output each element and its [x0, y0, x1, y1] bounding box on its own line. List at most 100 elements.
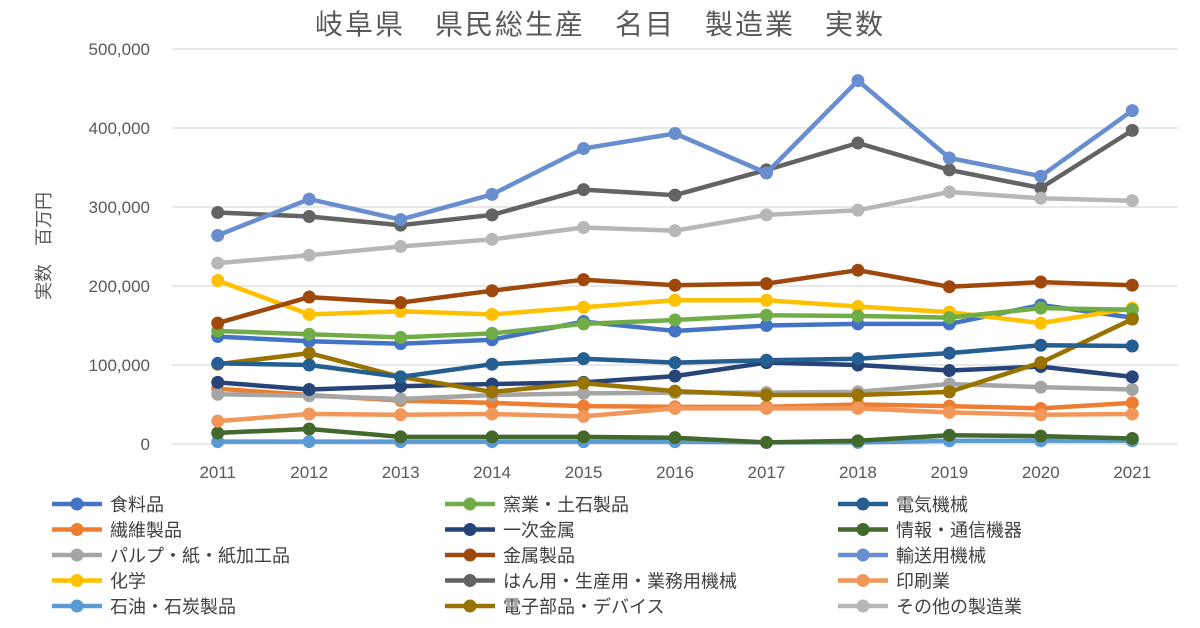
- data-point: [302, 290, 316, 304]
- legend-item: 電気機械: [838, 495, 968, 516]
- data-point: [942, 151, 956, 165]
- legend-item: 繊維製品: [52, 521, 182, 542]
- data-point: [759, 308, 773, 322]
- data-point: [942, 311, 956, 325]
- data-point: [851, 401, 865, 415]
- data-point: [394, 240, 408, 253]
- x-tick-label: 2021: [1113, 463, 1151, 482]
- legend-swatch-marker: [856, 574, 870, 587]
- data-point: [668, 356, 682, 370]
- data-point: [485, 357, 499, 371]
- data-point: [1125, 339, 1139, 353]
- legend-item: 印刷業: [838, 572, 950, 593]
- legend-label: 石油・石炭製品: [110, 597, 236, 618]
- data-point: [302, 346, 316, 360]
- data-point: [942, 185, 956, 199]
- data-point: [211, 206, 225, 220]
- data-point: [394, 379, 408, 393]
- data-point: [211, 273, 225, 287]
- legend-item: その他の製造業: [838, 597, 1022, 618]
- data-point: [302, 358, 316, 372]
- data-point: [1125, 312, 1139, 326]
- data-point: [851, 203, 865, 217]
- data-point: [851, 309, 865, 323]
- y-axis-label: 実数 百万円: [34, 192, 55, 300]
- legend-swatch-marker: [70, 548, 84, 562]
- data-point: [1034, 169, 1048, 183]
- legend-label: 食料品: [110, 495, 164, 516]
- data-point: [759, 319, 773, 332]
- data-point: [485, 326, 499, 340]
- legend-label: 輸送用機械: [896, 546, 986, 567]
- x-tick-label: 2012: [290, 463, 328, 482]
- legend-swatch-marker: [70, 497, 84, 511]
- data-point: [302, 248, 316, 262]
- data-point: [1125, 382, 1139, 396]
- legend-label: 金属製品: [503, 546, 575, 567]
- x-tick-label: 2014: [473, 463, 511, 482]
- legend-item: 輸送用機械: [838, 546, 986, 567]
- data-point: [668, 431, 682, 445]
- legend-item: 化学: [52, 572, 146, 593]
- data-point: [577, 386, 591, 400]
- data-point: [211, 414, 225, 428]
- data-point: [577, 376, 591, 390]
- series-line: [211, 338, 1139, 384]
- data-point: [211, 316, 225, 330]
- data-point: [759, 435, 773, 449]
- legend-item: はん用・生産用・業務用機械: [445, 572, 737, 593]
- series-line: [211, 123, 1139, 232]
- data-point: [485, 208, 499, 222]
- series-path: [215, 78, 1135, 238]
- data-point: [577, 399, 591, 413]
- data-point: [851, 136, 865, 150]
- legend-swatch-marker: [463, 497, 477, 511]
- data-point: [759, 388, 773, 402]
- data-point: [577, 317, 591, 331]
- x-tick-label: 2020: [1022, 463, 1060, 482]
- data-point: [668, 188, 682, 202]
- data-point: [668, 401, 682, 415]
- data-point: [851, 388, 865, 402]
- data-point: [851, 434, 865, 448]
- x-tick-label: 2019: [930, 463, 968, 482]
- data-point: [394, 408, 408, 422]
- data-point: [302, 422, 316, 436]
- legend-swatch-marker: [856, 523, 870, 536]
- data-point: [1034, 301, 1048, 315]
- legend-item: 食料品: [52, 495, 164, 516]
- y-tick-label: 500,000: [89, 40, 150, 59]
- chart-title: 岐阜県 県民総生産 名目 製造業 実数: [315, 8, 885, 41]
- y-tick-label: 0: [141, 435, 150, 454]
- data-point: [668, 127, 682, 141]
- y-tick-label: 200,000: [89, 277, 150, 296]
- data-point: [485, 307, 499, 321]
- data-point: [577, 183, 591, 197]
- data-point: [1034, 338, 1048, 352]
- data-point: [577, 300, 591, 314]
- legend-item: 石油・石炭製品: [52, 597, 236, 618]
- data-point: [394, 430, 408, 444]
- legend-label: 一次金属: [503, 521, 575, 542]
- data-point: [577, 273, 591, 287]
- data-point: [668, 313, 682, 327]
- data-point: [577, 430, 591, 444]
- data-point: [1125, 396, 1139, 410]
- legend-label: 電子部品・デバイス: [503, 597, 664, 618]
- data-point: [759, 166, 773, 180]
- data-point: [1125, 104, 1139, 118]
- legend-item: パルプ・紙・紙加工品: [52, 546, 290, 567]
- data-point: [394, 330, 408, 344]
- data-point: [577, 409, 591, 423]
- data-point: [1125, 407, 1139, 421]
- data-point: [302, 209, 316, 223]
- x-tick-label: 2013: [382, 463, 420, 482]
- data-point: [851, 300, 865, 314]
- y-tick-label: 300,000: [89, 198, 150, 217]
- legend-item: 窯業・土石製品: [445, 495, 629, 516]
- data-point: [485, 232, 499, 246]
- data-point: [759, 401, 773, 415]
- data-point: [851, 74, 865, 88]
- legend-label: 印刷業: [896, 572, 950, 593]
